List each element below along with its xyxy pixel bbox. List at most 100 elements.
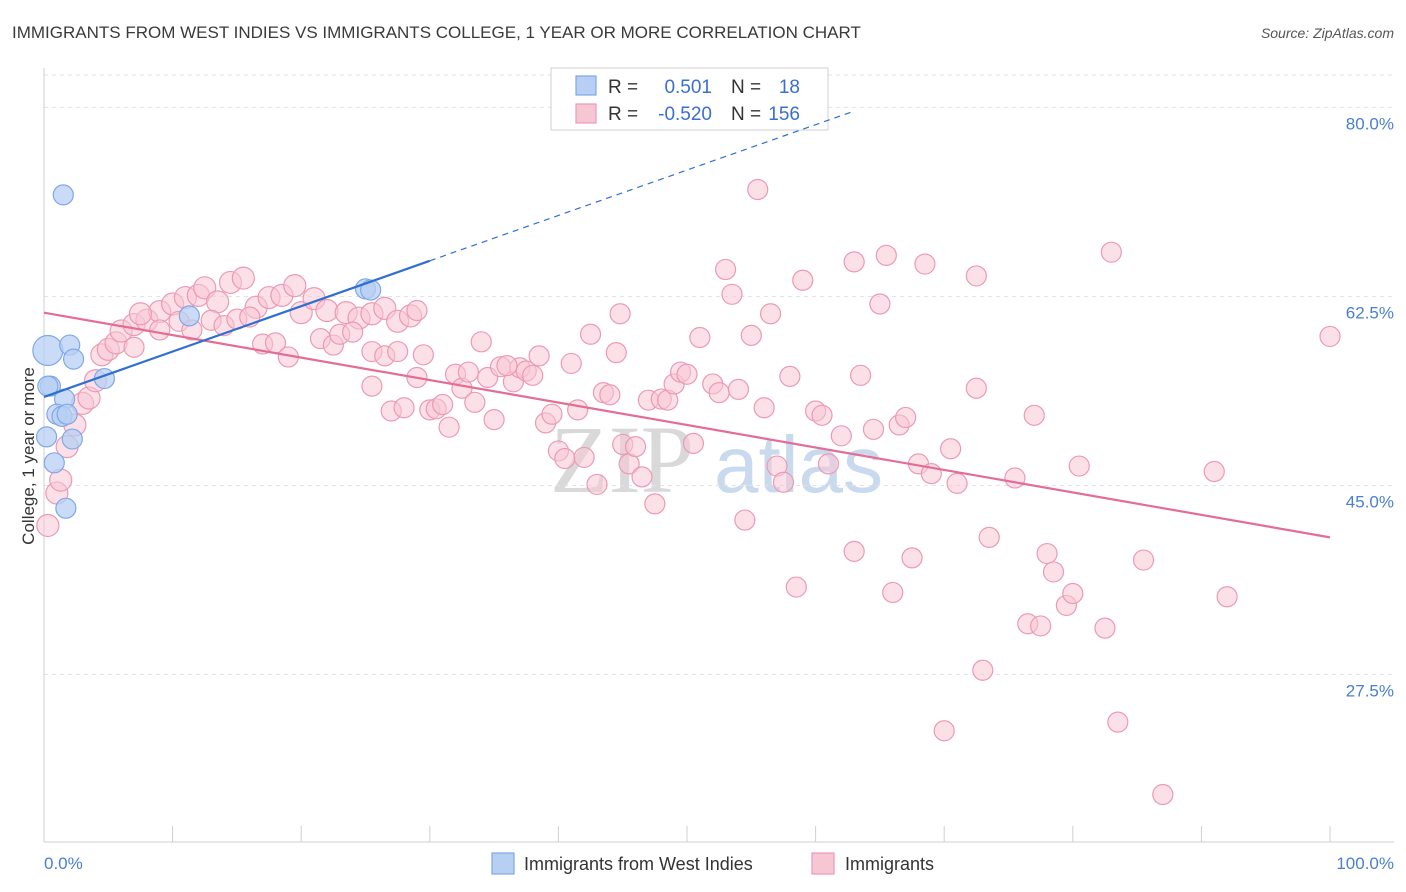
point-west-indies xyxy=(52,184,74,206)
point-immigrants xyxy=(464,391,486,413)
point-immigrants xyxy=(1319,325,1341,348)
point-west-indies xyxy=(43,452,65,474)
point-immigrants xyxy=(579,323,602,345)
point-immigrants xyxy=(387,340,409,363)
point-immigrants xyxy=(522,364,544,386)
point-immigrants xyxy=(393,397,415,419)
legend-r-label-1: R = xyxy=(608,77,638,98)
point-immigrants xyxy=(457,361,479,383)
chart-source: Source: ZipAtlas.com xyxy=(1261,25,1394,41)
point-immigrants xyxy=(128,302,153,326)
point-immigrants xyxy=(644,493,666,515)
point-immigrants xyxy=(573,446,595,469)
point-immigrants xyxy=(605,342,627,364)
point-immigrants xyxy=(727,378,750,400)
axes: 27.5% 45.0% 62.5% 80.0% xyxy=(43,68,1394,843)
y-axis-label: College, 1 year or more xyxy=(19,367,38,545)
point-immigrants xyxy=(412,344,434,366)
legend-swatch-immigrants xyxy=(575,103,597,124)
point-immigrants xyxy=(933,720,955,742)
point-immigrants xyxy=(554,447,576,470)
point-immigrants xyxy=(586,473,608,496)
trend-line-west-indies-extension xyxy=(429,110,855,262)
bottom-legend-label-west-indies: Immigrants from West Indies xyxy=(524,854,753,874)
point-immigrants xyxy=(1023,404,1045,426)
point-immigrants xyxy=(714,258,737,281)
y-tick-label: 27.5% xyxy=(1346,682,1394,701)
point-immigrants xyxy=(689,326,711,349)
point-immigrants xyxy=(1004,467,1026,489)
point-immigrants xyxy=(901,547,923,569)
point-immigrants xyxy=(740,324,762,346)
point-immigrants xyxy=(283,274,307,298)
point-immigrants xyxy=(1036,542,1058,565)
point-immigrants xyxy=(560,352,582,375)
legend-r-value-2: -0.520 xyxy=(658,104,712,125)
chart-title: IMMIGRANTS FROM WEST INDIES VS IMMIGRANT… xyxy=(12,23,861,42)
point-immigrants xyxy=(36,513,60,538)
point-immigrants xyxy=(875,244,897,267)
point-immigrants xyxy=(817,453,840,475)
scatter-points xyxy=(32,178,1341,806)
y-tick-label: 45.0% xyxy=(1346,493,1394,512)
point-immigrants xyxy=(830,425,852,447)
point-immigrants xyxy=(1030,615,1052,637)
legend-n-label-1: N = xyxy=(731,77,761,98)
point-immigrants xyxy=(361,375,383,397)
legend-n-value-2: 156 xyxy=(768,104,800,125)
point-immigrants xyxy=(759,303,782,325)
point-immigrants xyxy=(682,432,705,454)
point-immigrants xyxy=(206,290,230,314)
point-west-indies xyxy=(360,279,382,301)
point-immigrants xyxy=(1100,241,1122,263)
x-tick-label-min: 0.0% xyxy=(44,854,83,873)
point-west-indies xyxy=(61,428,83,450)
point-west-indies xyxy=(178,305,200,327)
point-immigrants xyxy=(1203,460,1225,483)
point-immigrants xyxy=(1042,561,1065,583)
point-immigrants xyxy=(432,393,454,416)
point-immigrants xyxy=(882,581,904,604)
point-immigrants xyxy=(624,436,647,458)
trend-line-west-indies xyxy=(43,259,431,398)
point-immigrants xyxy=(772,471,795,493)
point-immigrants xyxy=(483,409,505,431)
legend-swatch-west-indies xyxy=(575,75,597,96)
point-west-indies xyxy=(56,403,78,425)
point-immigrants xyxy=(850,364,872,386)
legend: R = 0.501 N = 18 R = -0.520 N = 156 xyxy=(550,67,829,131)
point-immigrants xyxy=(470,331,492,353)
point-immigrants xyxy=(914,253,936,275)
legend-r-label-2: R = xyxy=(608,104,638,125)
point-immigrants xyxy=(753,397,775,419)
point-west-indies xyxy=(55,497,77,519)
x-tick-label-max: 100.0% xyxy=(1336,854,1394,873)
legend-n-value-1: 18 xyxy=(779,77,800,98)
point-immigrants xyxy=(676,363,698,385)
point-immigrants xyxy=(631,466,653,488)
point-west-indies xyxy=(62,348,85,370)
point-immigrants xyxy=(978,526,1000,548)
point-immigrants xyxy=(843,540,865,563)
legend-n-label-2: N = xyxy=(731,104,761,125)
y-tick-label: 80.0% xyxy=(1346,114,1394,133)
point-immigrants xyxy=(965,265,987,287)
point-immigrants xyxy=(779,365,801,387)
point-immigrants xyxy=(528,345,550,367)
point-west-indies xyxy=(32,334,64,367)
bottom-legend-label-immigrants: Immigrants xyxy=(845,854,934,874)
point-immigrants xyxy=(1094,617,1116,639)
point-immigrants xyxy=(609,303,631,325)
point-immigrants xyxy=(149,319,171,341)
point-immigrants xyxy=(567,399,589,421)
trend-lines xyxy=(43,110,1331,539)
trend-line-immigrants xyxy=(43,311,1331,539)
point-immigrants xyxy=(747,178,769,201)
point-immigrants xyxy=(496,354,518,377)
point-immigrants xyxy=(438,416,460,438)
point-immigrants xyxy=(895,406,917,429)
point-immigrants xyxy=(1152,783,1174,806)
point-immigrants xyxy=(123,336,145,358)
point-immigrants xyxy=(792,269,814,291)
